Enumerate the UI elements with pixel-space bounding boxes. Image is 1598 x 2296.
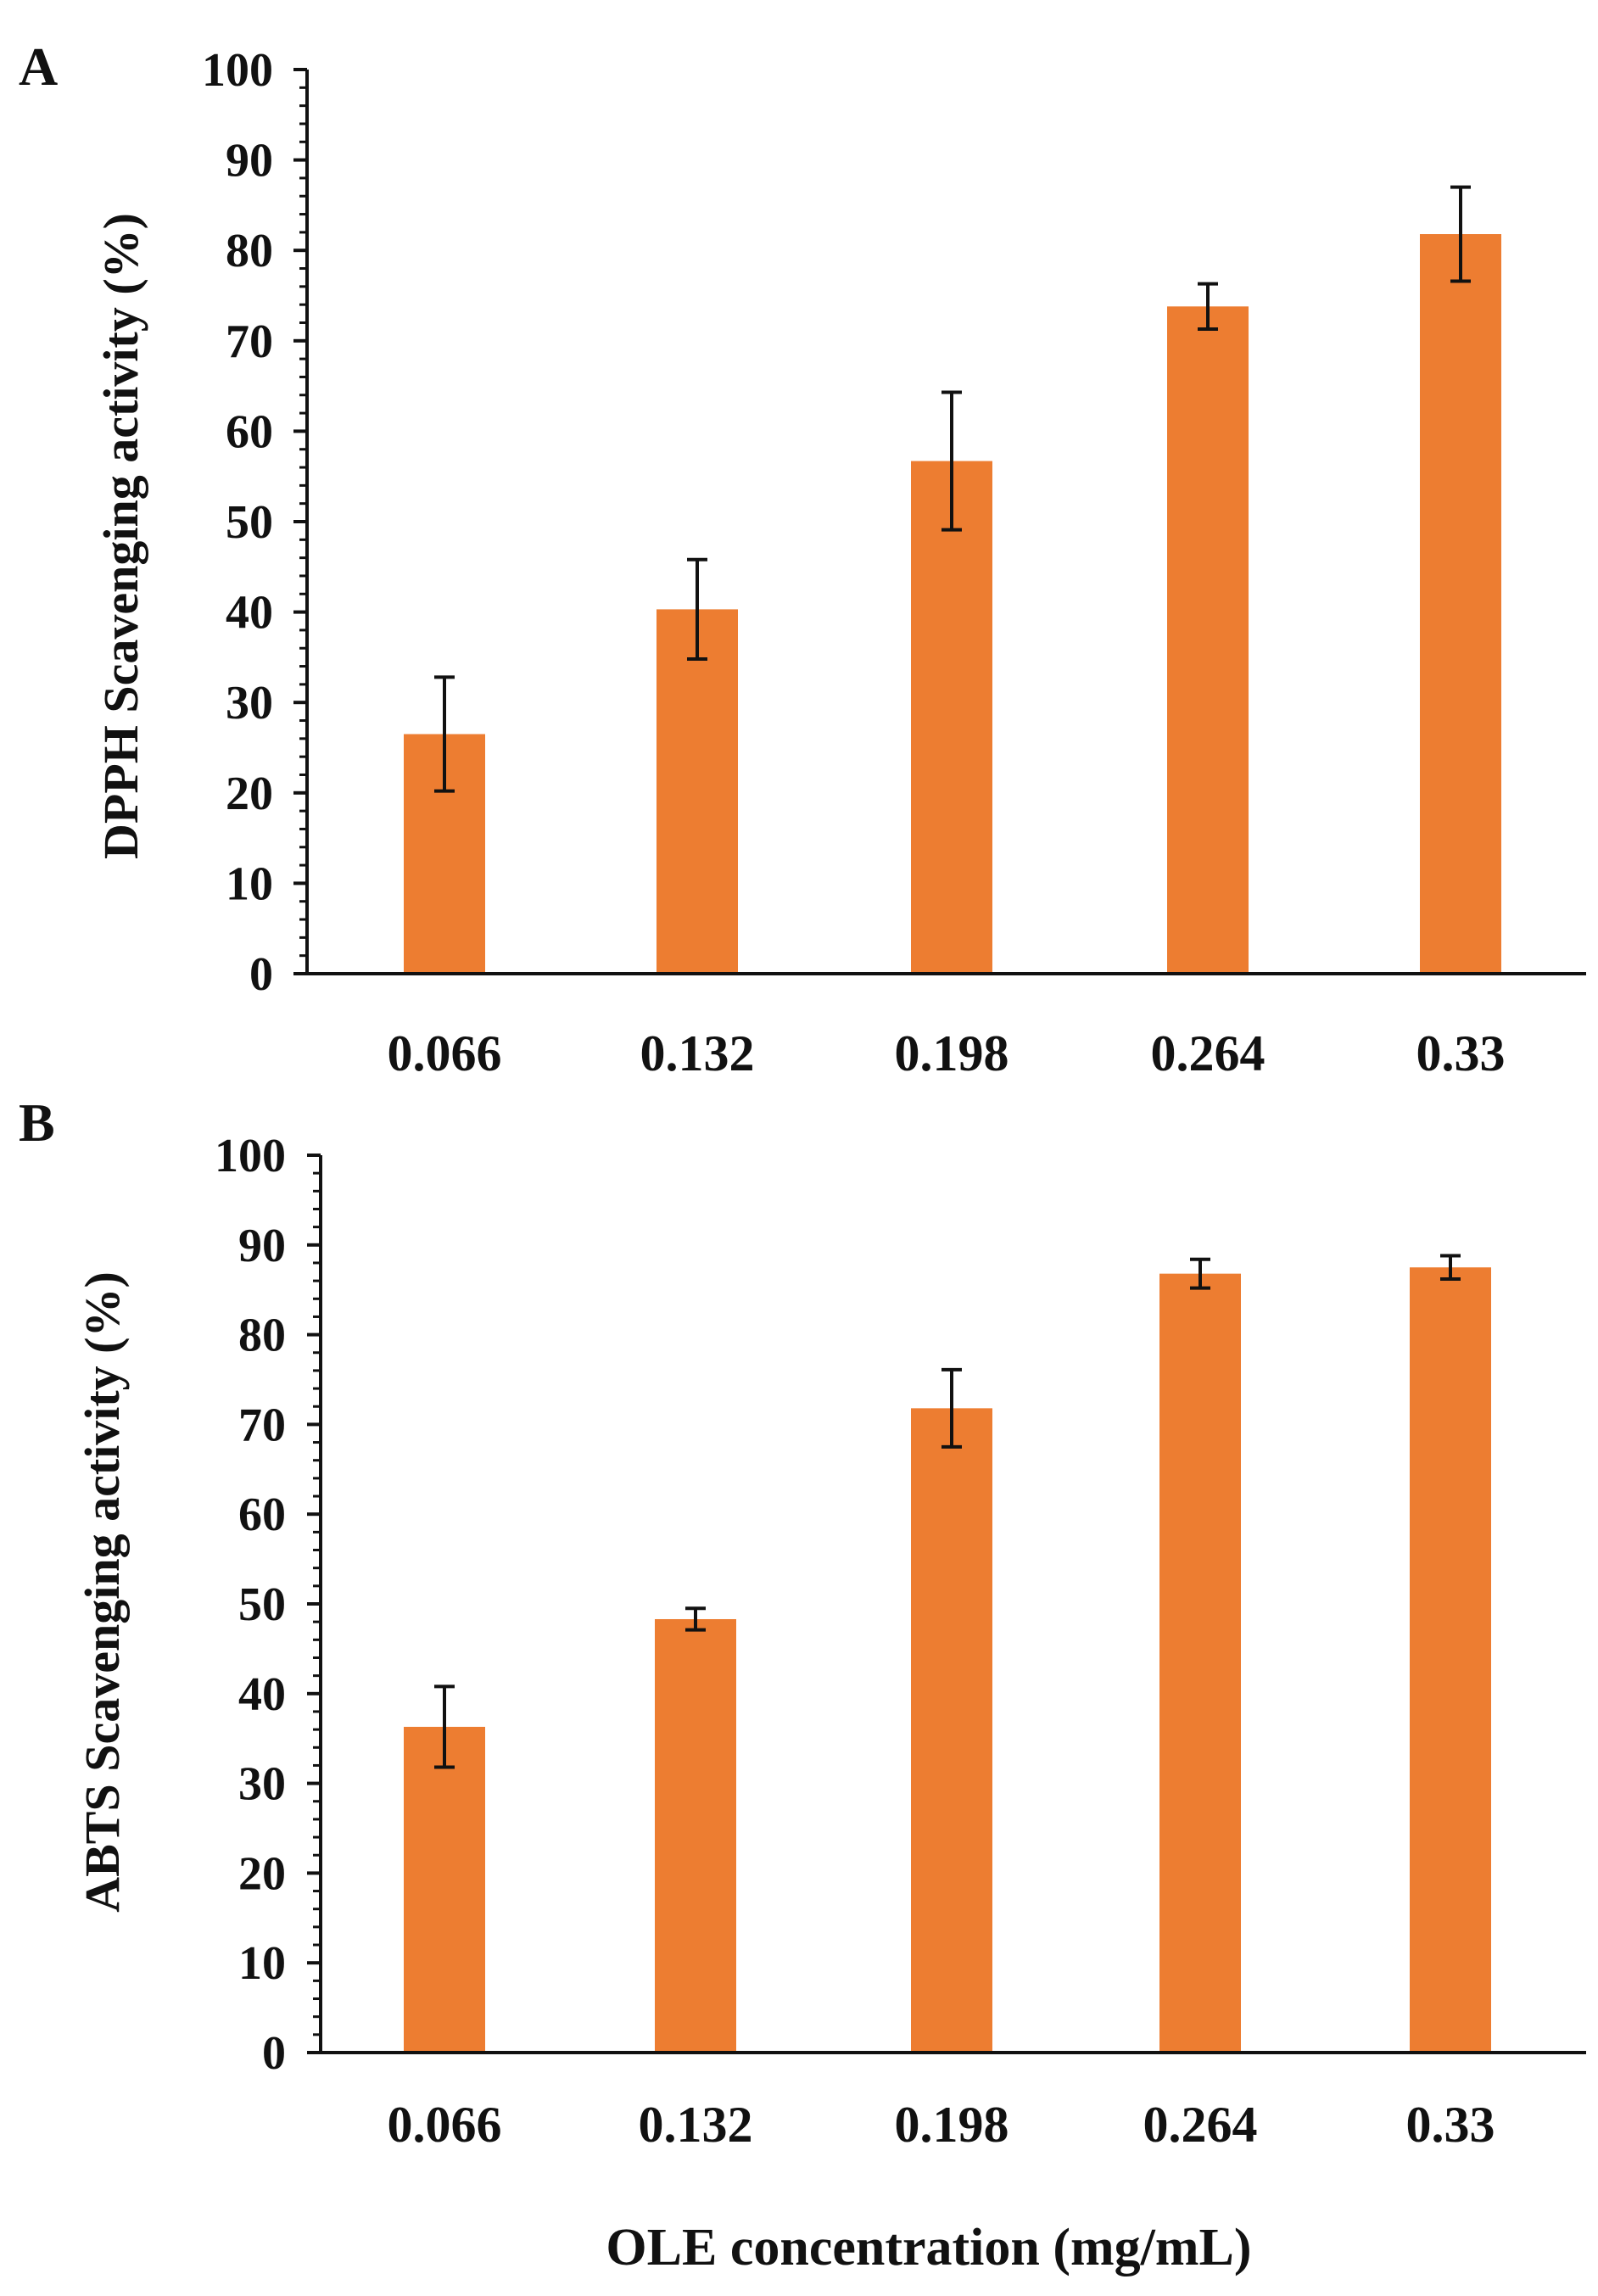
x-tick-label: 0.264: [1143, 2097, 1258, 2153]
bar: [404, 1726, 485, 2053]
panel-letter-a: A: [19, 36, 58, 97]
y-tick-label: 60: [226, 405, 273, 458]
y-axis-title-b: ABTS Scavenging activity (%): [75, 1271, 130, 1913]
y-tick-label: 50: [226, 496, 273, 549]
x-axis-title: OLE concentration (mg/mL): [606, 2219, 1251, 2276]
error-bar: [1198, 282, 1218, 331]
x-tick-label: 0.198: [895, 1025, 1009, 1081]
y-tick-label: 0: [262, 2027, 286, 2080]
panel-b: B ABTS Scavenging activity (%) 0 10 20 30 40…: [19, 1092, 1586, 2153]
error-bar: [434, 675, 455, 793]
bar: [911, 1408, 992, 2053]
bar: [1167, 306, 1249, 974]
bar: [657, 609, 738, 974]
y-tick-label: 70: [238, 1399, 286, 1451]
y-tick-label: 90: [238, 1220, 286, 1272]
bar: [1410, 1267, 1491, 2053]
y-tick-label: 60: [238, 1489, 286, 1541]
y-tick-label: 0: [249, 948, 273, 1001]
x-tick-label: 0.33: [1406, 2097, 1495, 2153]
error-bar: [1190, 1257, 1210, 1290]
x-tick-label: 0.264: [1151, 1025, 1266, 1081]
y-tick-label: 40: [226, 587, 273, 640]
y-axis-title-a: DPPH Scavenging activity (%): [93, 213, 148, 859]
panel-a: A DPPH Scavenging activity (%) 0 10 20 30 40…: [19, 36, 1586, 1081]
error-bar: [941, 390, 962, 532]
bar: [655, 1618, 736, 2053]
x-tick-label: 0.066: [388, 2097, 502, 2153]
y-tick-label: 30: [238, 1758, 286, 1811]
x-tick-label: 0.132: [640, 1025, 755, 1081]
y-tick-label: 10: [238, 1937, 286, 1990]
y-tick-label: 70: [226, 316, 273, 368]
panel-letter-b: B: [19, 1092, 55, 1153]
error-bar: [1440, 1254, 1461, 1282]
y-tick-label: 20: [226, 768, 273, 820]
bar: [911, 461, 992, 974]
bar: [1420, 234, 1501, 975]
y-tick-label: 50: [238, 1578, 286, 1631]
error-bar: [687, 557, 707, 662]
y-tick-label: 80: [238, 1310, 286, 1362]
y-tick-label: 100: [215, 1130, 286, 1182]
x-tick-label: 0.066: [388, 1025, 502, 1081]
bar: [1159, 1273, 1241, 2053]
error-bar: [434, 1684, 455, 1769]
y-tick-label: 10: [226, 858, 273, 910]
y-tick-label: 30: [226, 677, 273, 729]
y-tick-label: 100: [202, 44, 273, 97]
x-tick-label: 0.33: [1416, 1025, 1506, 1081]
x-tick-label: 0.198: [895, 2097, 1009, 2153]
error-bar: [941, 1367, 962, 1449]
error-bar: [1450, 185, 1471, 283]
y-tick-label: 20: [238, 1847, 286, 1900]
y-tick-label: 90: [226, 135, 273, 187]
y-tick-label: 40: [238, 1668, 286, 1721]
plot-area-a: 0 10 20 30 40 50 60 70 80 90 100 0.066 0.132 0.198 0.2…: [202, 44, 1586, 1081]
error-bar: [685, 1606, 706, 1632]
y-tick-label: 80: [226, 225, 273, 277]
x-tick-label: 0.132: [639, 2097, 753, 2153]
plot-area-b: 0 10 20 30 40 50 60 70 80 90 100 0.066 0.132 0.198 0.2…: [215, 1130, 1586, 2153]
